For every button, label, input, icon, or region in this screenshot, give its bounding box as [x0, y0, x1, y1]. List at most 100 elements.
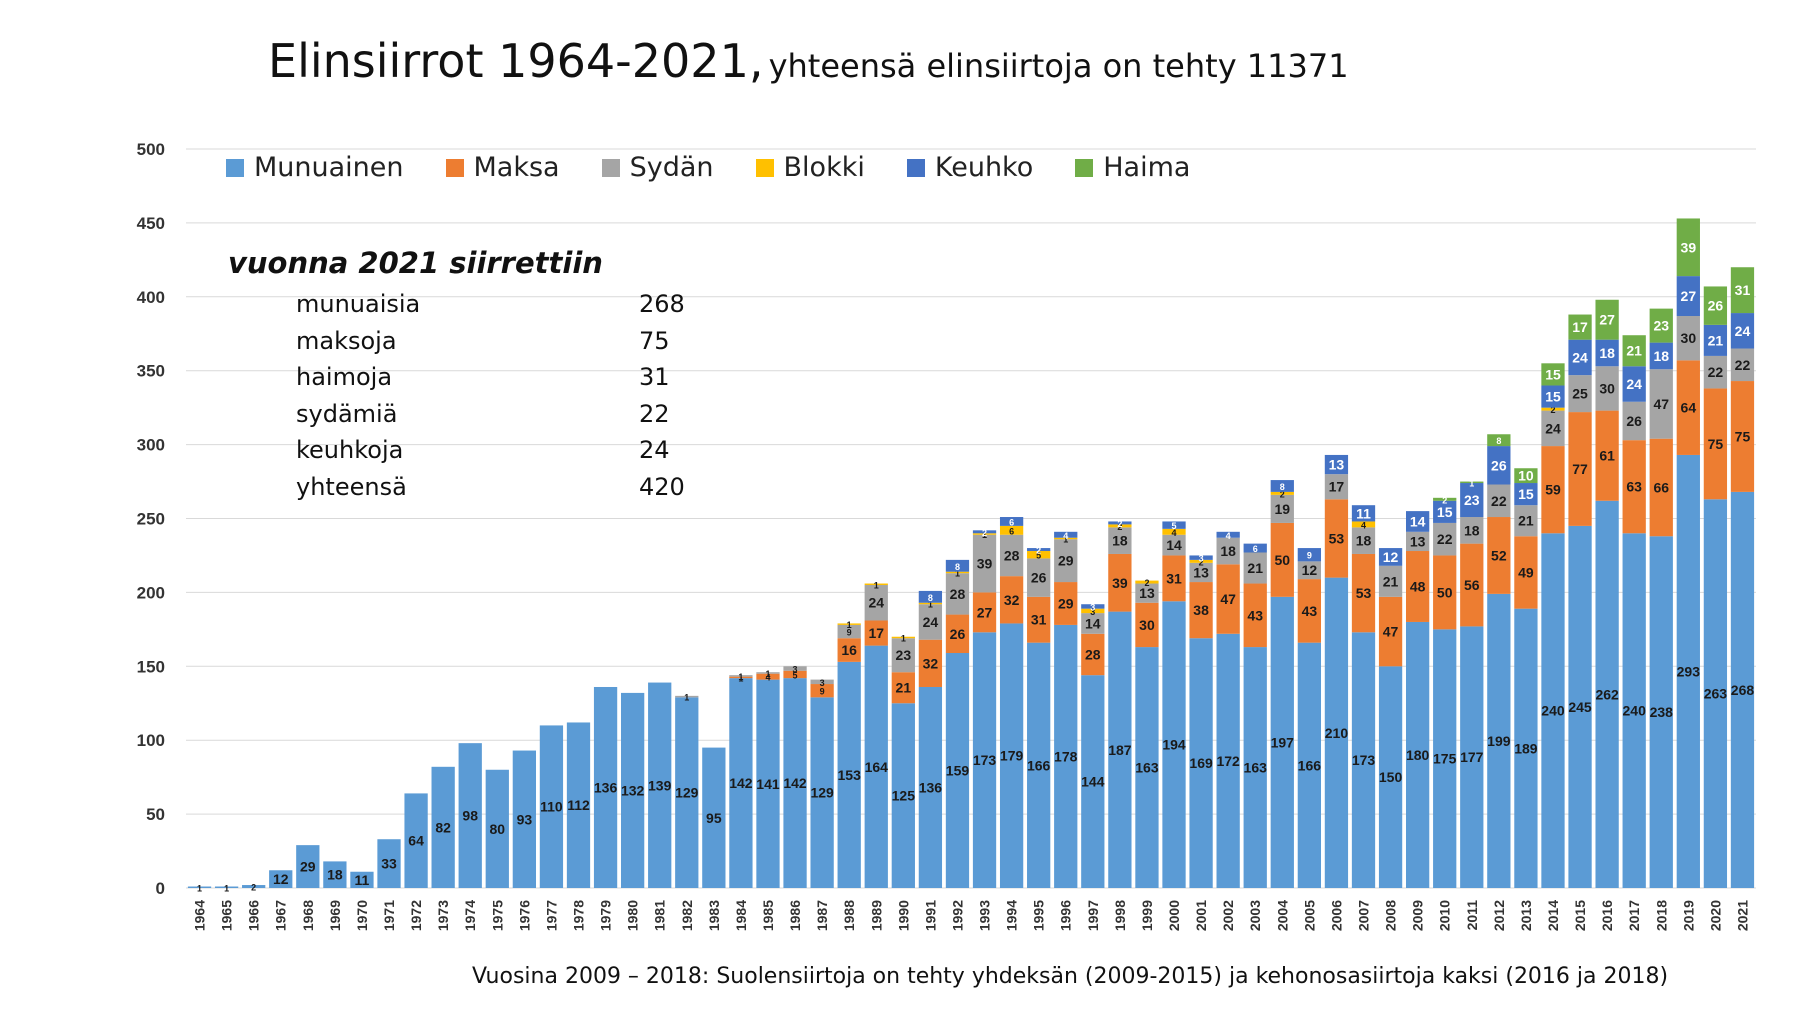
legend-item: Blokki	[755, 152, 865, 183]
bar-segment-sydän	[1243, 552, 1267, 584]
data-label: 132	[621, 782, 645, 798]
bar-segment-haima	[1730, 267, 1755, 314]
x-tick-label: 1977	[543, 900, 559, 931]
bar-segment-sydän	[1703, 355, 1728, 389]
bar-segment-keuhko	[945, 559, 970, 572]
data-label: 169	[1189, 755, 1213, 771]
data-label: 2	[1550, 405, 1555, 415]
data-label: 26	[1491, 457, 1507, 473]
x-tick-label: 1979	[598, 900, 614, 931]
data-label: 15	[1518, 486, 1534, 502]
data-label: 32	[923, 655, 939, 671]
data-label: 56	[1464, 577, 1480, 593]
data-label: 47	[1383, 624, 1399, 640]
bar-segment-keuhko	[1270, 480, 1294, 492]
bar-segment-haima	[1460, 481, 1484, 484]
bar-segment-keuhko	[1676, 276, 1700, 317]
bar-segment-sydän	[1433, 522, 1457, 556]
data-label: 14	[1410, 513, 1426, 529]
bar-segment-maksa	[1568, 412, 1592, 526]
data-label: 53	[1329, 530, 1345, 546]
x-tick-label: 1966	[246, 900, 262, 931]
data-label: 3	[820, 678, 825, 688]
data-label: 14	[1166, 537, 1182, 553]
data-label: 110	[540, 799, 563, 815]
bar-segment-blokki	[1351, 521, 1376, 528]
bar-segment-munuainen	[810, 697, 834, 888]
data-label: 9	[1307, 551, 1312, 561]
data-label: 139	[648, 777, 672, 793]
x-tick-label: 2005	[1301, 900, 1317, 931]
data-label: 268	[1731, 682, 1755, 698]
info-row: haimoja 31	[228, 359, 685, 396]
legend-label: Keuhko	[934, 152, 1034, 183]
data-label: 82	[435, 819, 451, 835]
data-label: 173	[1352, 752, 1376, 768]
bar-segment-sydän	[1730, 348, 1755, 382]
bar-segment-sydän	[999, 534, 1024, 577]
data-label: 23	[1464, 492, 1480, 508]
legend-label: Sydän	[629, 152, 714, 183]
bar-segment-blokki	[891, 636, 915, 639]
bar-segment-munuainen	[214, 886, 239, 888]
data-label: 30	[1681, 330, 1697, 346]
x-tick-label: 1991	[922, 900, 938, 931]
data-label: 1	[982, 530, 987, 540]
data-label: 5	[1172, 521, 1177, 531]
data-label: 28	[1004, 547, 1020, 563]
y-tick-label: 450	[137, 214, 165, 233]
x-tick-label: 1971	[381, 900, 397, 931]
bar-segment-sydän	[1460, 517, 1484, 544]
x-tick-label: 2001	[1193, 900, 1209, 931]
data-label: 18	[1599, 345, 1615, 361]
bar-segment-maksa	[1324, 499, 1349, 578]
data-label: 141	[756, 776, 780, 792]
bar-segment-munuainen	[648, 682, 672, 888]
bar-segment-keuhko	[1351, 505, 1376, 522]
bar-segment-munuainen	[1568, 525, 1592, 888]
data-label: 8	[1496, 436, 1501, 446]
bar-segment-maksa	[1487, 517, 1511, 594]
bar-segment-sydän	[864, 585, 888, 621]
bar-segment-munuainen	[1405, 621, 1430, 888]
data-label: 21	[1247, 560, 1263, 576]
bar-segment-munuainen	[242, 885, 266, 888]
bar-segment-keuhko	[1216, 531, 1240, 538]
legend-item: Sydän	[601, 152, 714, 183]
data-label: 23	[1653, 318, 1669, 334]
bar-segment-keuhko	[1730, 313, 1755, 349]
data-label: 144	[1081, 774, 1105, 790]
data-label: 32	[1004, 592, 1020, 608]
data-label: 177	[1460, 749, 1484, 765]
data-label: 3	[1090, 602, 1095, 612]
bar-segment-blokki	[1135, 580, 1159, 584]
bar-segment-munuainen	[756, 679, 780, 888]
bar-segment-blokki	[1162, 528, 1186, 535]
bar-segment-keuhko	[1622, 366, 1646, 402]
bar-segment-maksa	[837, 638, 861, 662]
bar-segment-keuhko	[1487, 446, 1511, 485]
bar-segment-munuainen	[512, 750, 537, 888]
data-label: 9	[820, 687, 825, 697]
bar-segment-maksa	[1622, 440, 1646, 534]
x-tick-label: 2011	[1464, 900, 1480, 931]
bar-segment-munuainen	[1081, 675, 1105, 888]
x-tick-label: 2017	[1626, 900, 1642, 931]
x-tick-label: 1993	[977, 900, 993, 931]
data-label: 1	[224, 883, 229, 893]
x-tick-label: 1981	[652, 900, 668, 931]
data-label: 52	[1491, 547, 1507, 563]
data-label: 39	[1112, 575, 1128, 591]
data-label: 50	[1437, 584, 1453, 600]
bar-segment-sydän	[1514, 505, 1538, 537]
info-row-label: keuhkoja	[296, 436, 404, 464]
data-label: 136	[919, 779, 943, 795]
data-label: 262	[1595, 686, 1619, 702]
data-label: 5	[793, 670, 798, 680]
bar-segment-sydän	[1054, 539, 1078, 583]
bar-segment-maksa	[810, 684, 834, 698]
info-row-value: 268	[639, 290, 685, 318]
bar-segment-sydän	[783, 666, 807, 671]
data-label: 31	[1735, 282, 1751, 298]
bar-segment-maksa	[1216, 564, 1240, 634]
